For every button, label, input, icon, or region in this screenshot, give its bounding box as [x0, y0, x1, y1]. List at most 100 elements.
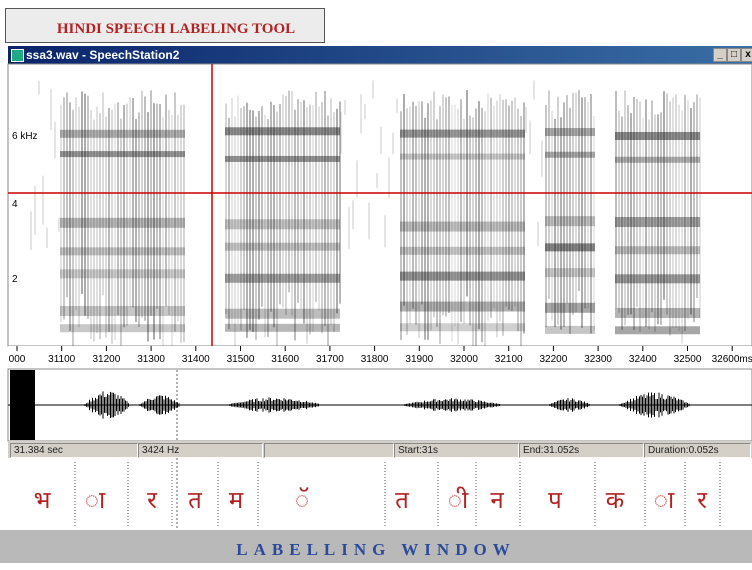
formant-band	[60, 306, 185, 316]
noise	[46, 228, 48, 249]
phone-label: प	[548, 486, 562, 514]
spectrogram-stripe	[633, 97, 635, 330]
spectrogram-stripe	[624, 90, 626, 325]
time-label: 31300	[137, 354, 165, 365]
time-label: 32500	[674, 354, 702, 365]
formant-band	[400, 247, 525, 255]
spectrogram-stripe	[240, 108, 242, 330]
noise	[376, 173, 378, 188]
spectrogram-stripe	[696, 94, 698, 298]
spectrogram-stripe	[66, 92, 68, 297]
spectrogram-stripe	[315, 92, 317, 302]
time-label: 32400	[629, 354, 657, 365]
time-label: 31800	[361, 354, 389, 365]
noise	[340, 112, 342, 154]
time-label: 000	[9, 354, 26, 365]
spectrogram-stripe	[551, 111, 553, 320]
status-bar: 31.384 sec 3424 Hz Start:31s End:31.052s…	[8, 441, 752, 458]
formant-band	[60, 130, 185, 138]
noise	[529, 121, 531, 155]
formant-band	[615, 132, 700, 140]
spectrogram-stripe	[433, 92, 435, 318]
formant-band	[615, 246, 700, 254]
phone-label: ा	[85, 486, 106, 514]
time-label: 31200	[92, 354, 120, 365]
status-duration: Duration:0.052s	[644, 443, 751, 458]
spectrogram-stripe	[312, 105, 314, 332]
formant-band	[225, 324, 340, 332]
noise	[360, 94, 362, 133]
spectrogram-stripe	[545, 105, 547, 327]
noise	[537, 222, 539, 246]
formant-band	[400, 130, 525, 138]
status-empty	[264, 443, 394, 458]
noise	[392, 133, 394, 155]
phone-label: म	[229, 486, 244, 514]
spectrogram-stripe	[273, 105, 275, 327]
phone-label: ॅ	[295, 486, 309, 514]
formant-band	[60, 151, 185, 157]
spectrogram-stripe	[87, 96, 89, 319]
status-end: End:31.052s	[519, 443, 644, 458]
phone-label: ी	[448, 486, 469, 514]
label-tier: भारतमॅतीनपकार	[34, 462, 720, 528]
spectrogram-stripe	[572, 93, 574, 315]
spectrogram-stripe	[517, 108, 519, 331]
spectrogram-stripe	[663, 91, 665, 300]
formant-band	[545, 268, 595, 277]
formant-band	[545, 216, 595, 226]
phone-label: क	[606, 486, 625, 514]
noise	[356, 160, 358, 197]
spectrogram-stripe	[321, 102, 323, 333]
noise	[384, 215, 386, 247]
noise	[525, 107, 527, 133]
spectrogram-stripe	[442, 95, 444, 316]
time-label: 32200	[539, 354, 567, 365]
noise	[30, 211, 32, 250]
spectrogram-stripe	[409, 107, 411, 324]
spectrogram-stripe	[563, 102, 565, 327]
phone-label: ा	[654, 486, 675, 514]
formant-band	[400, 323, 525, 331]
spectrogram-stripe	[463, 119, 465, 324]
spectrogram-stripe	[123, 105, 125, 327]
noise	[344, 100, 346, 115]
formant-band	[60, 269, 185, 278]
time-label: 31900	[405, 354, 433, 365]
spectrogram-stripe	[324, 91, 326, 326]
formant-band	[615, 308, 700, 318]
spectrogram-stripe	[575, 93, 577, 312]
spectrogram-stripe	[84, 94, 86, 316]
time-label: 32100	[495, 354, 523, 365]
time-label: 31400	[182, 354, 210, 365]
formant-band	[225, 309, 340, 319]
noise	[352, 200, 354, 229]
formant-band	[615, 274, 700, 283]
spectrogram-stripe	[150, 90, 152, 316]
formant-band	[60, 218, 185, 228]
formant-band	[225, 127, 340, 135]
phone-label: त	[395, 486, 410, 514]
spectrogram-stripe	[141, 91, 143, 318]
formant-band	[545, 128, 595, 136]
spectrogram-stripe	[454, 105, 456, 327]
spectrogram-stripe	[102, 92, 104, 295]
spectrogram-stripe	[415, 106, 417, 325]
time-label: 31100	[48, 354, 76, 365]
spectrogram-stripe	[78, 107, 80, 328]
formant-band	[60, 247, 185, 255]
phone-label: र	[147, 486, 158, 514]
spectrogram-stripe	[520, 116, 522, 352]
spectrogram-stripe	[472, 117, 474, 356]
formant-band	[545, 243, 595, 251]
formant-band	[400, 222, 525, 232]
spectrogram-stripe	[258, 111, 260, 320]
formant-band	[400, 302, 525, 312]
frequency-label: 4	[12, 199, 18, 210]
phone-label: त	[188, 486, 203, 514]
time-label: 31600	[271, 354, 299, 365]
phone-label: र	[697, 486, 708, 514]
time-label: 32300	[584, 354, 612, 365]
formant-band	[400, 272, 525, 281]
formant-band	[400, 154, 525, 160]
